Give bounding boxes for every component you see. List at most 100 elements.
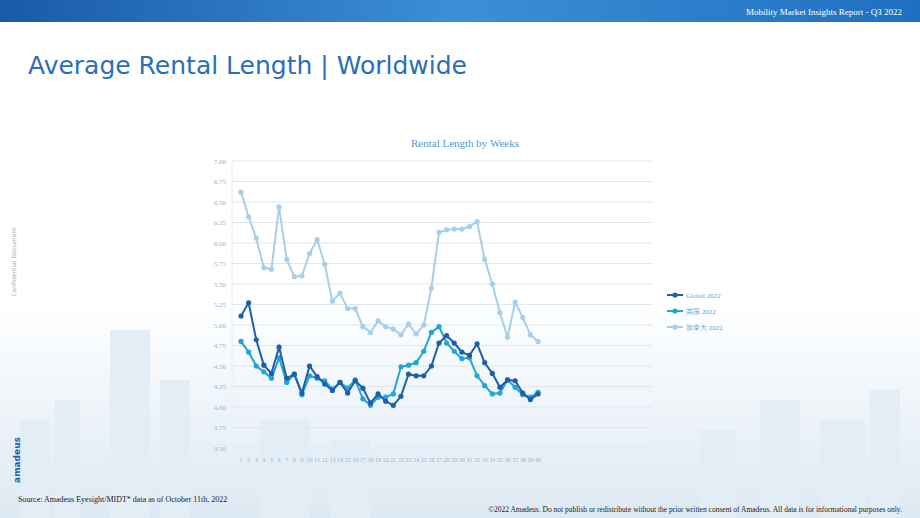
x-tick-label: 21 (390, 457, 396, 463)
header-text: Mobility Market Insights Report - Q3 202… (746, 7, 902, 17)
series-point (353, 306, 358, 311)
series-point (505, 377, 510, 382)
building (330, 440, 370, 518)
x-tick-label: 33 (482, 457, 488, 463)
series-point (474, 219, 479, 224)
series-point (383, 399, 388, 404)
series-point (261, 265, 266, 270)
series-point (452, 226, 457, 231)
series-point (246, 300, 251, 305)
x-tick-label: 37 (512, 457, 518, 463)
series-point (398, 394, 403, 399)
x-tick-label: 15 (345, 457, 351, 463)
series-point (429, 286, 434, 291)
y-tick-label: 4.00 (214, 404, 227, 412)
series-point (482, 360, 487, 365)
page: Mobility Market Insights Report - Q3 202… (0, 0, 920, 518)
x-tick-label: 9 (300, 457, 303, 463)
series-point (429, 330, 434, 335)
series-point (436, 340, 441, 345)
x-tick-label: 7 (285, 457, 288, 463)
grid-line (232, 325, 652, 326)
series-point (299, 273, 304, 278)
series-point (398, 332, 403, 337)
x-tick-label: 4 (262, 457, 265, 463)
series-point (444, 227, 449, 232)
series-point (368, 400, 373, 405)
side-note: Confidential Document (10, 227, 17, 297)
series-point (360, 386, 365, 391)
y-tick-label: 6.00 (214, 240, 227, 248)
series-line (241, 303, 538, 406)
series-point (375, 318, 380, 323)
series-point (436, 324, 441, 329)
series-point (421, 322, 426, 327)
grid-line (232, 345, 652, 346)
series-point (375, 391, 380, 396)
series-point (238, 339, 243, 344)
x-tick-label: 14 (337, 457, 343, 463)
y-tick-label: 4.25 (214, 383, 227, 391)
legend-marker (672, 292, 677, 297)
background-band (0, 300, 920, 518)
building (760, 400, 800, 518)
building (260, 420, 310, 518)
background (0, 0, 920, 518)
series-point (474, 373, 479, 378)
building (110, 330, 150, 518)
grid-line (232, 386, 652, 387)
series-point (368, 330, 373, 335)
x-tick-label: 34 (489, 457, 495, 463)
series-point (429, 363, 434, 368)
x-tick-label: 31 (466, 457, 472, 463)
plot-marks (238, 190, 540, 408)
series-line (241, 327, 538, 406)
legend-label: Global 2022 (686, 292, 721, 300)
grid-line (232, 222, 652, 223)
grid-line (232, 161, 652, 162)
source: Source: Amadeus Eyesight/MIDT* data as o… (18, 495, 227, 504)
y-tick-label: 5.25 (214, 301, 227, 309)
series-point (535, 391, 540, 396)
x-tick-label: 40 (535, 457, 541, 463)
series-point (528, 397, 533, 402)
series-point (520, 390, 525, 395)
series-point (452, 340, 457, 345)
y-tick-label: 5.00 (214, 322, 227, 330)
series-point (421, 373, 426, 378)
series-point (520, 315, 525, 320)
series-point (414, 331, 419, 336)
series-point (505, 377, 510, 382)
x-tick-label: 2 (247, 457, 250, 463)
building (820, 420, 865, 518)
series-point (406, 363, 411, 368)
series-point (490, 391, 495, 396)
grid-line (232, 448, 652, 449)
y-tick-label: 6.50 (214, 199, 227, 207)
x-tick-label: 29 (451, 457, 457, 463)
series-point (360, 324, 365, 329)
y-tick-label: 7.00 (214, 158, 227, 166)
series-point (398, 364, 403, 369)
x-tick-label: 24 (413, 457, 419, 463)
series-point (284, 257, 289, 262)
chart-title: Rental Length by Weeks (411, 137, 519, 149)
series-point (345, 390, 350, 395)
series-point (528, 332, 533, 337)
y-tick-label: 4.75 (214, 342, 227, 350)
series-point (505, 335, 510, 340)
series-point (284, 376, 289, 381)
series-point (292, 372, 297, 377)
series-point (307, 363, 312, 368)
series-point (254, 337, 259, 342)
y-tick-label: 3.50 (214, 445, 227, 453)
series-point (406, 322, 411, 327)
x-tick-label: 25 (421, 457, 427, 463)
x-tick-label: 10 (307, 457, 313, 463)
x-tick-label: 19 (375, 457, 381, 463)
series-point (513, 378, 518, 383)
series-point (391, 403, 396, 408)
x-tick-label: 16 (352, 457, 358, 463)
series-point (436, 230, 441, 235)
series-point (322, 381, 327, 386)
